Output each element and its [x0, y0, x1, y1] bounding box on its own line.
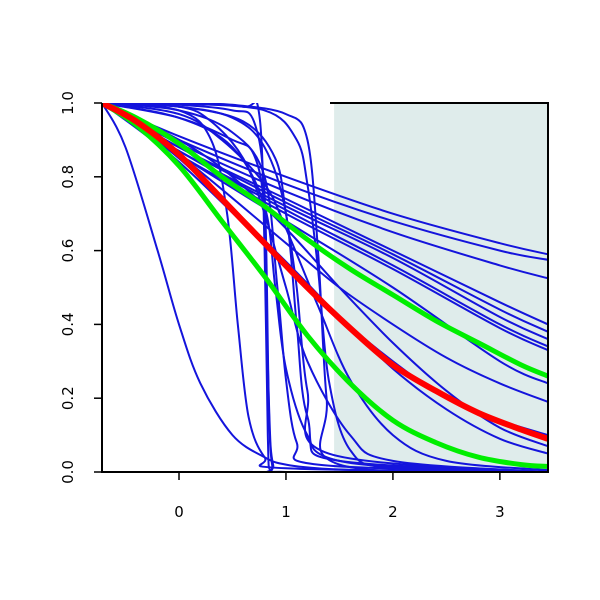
central-curve	[102, 103, 548, 442]
individual-curve-24	[102, 103, 548, 472]
x-tick-label: 3	[495, 503, 505, 521]
shaded-region	[334, 103, 548, 472]
y-tick-label: 0.6	[59, 239, 77, 263]
individual-curve-25	[102, 103, 548, 472]
x-axis: 0 1 2 3	[174, 472, 505, 521]
y-tick-label: 1.0	[59, 91, 77, 115]
individual-curve-1	[102, 103, 548, 256]
y-axis: 0.0 0.2 0.4 0.6 0.8 1.0	[59, 91, 102, 484]
x-tick-label: 0	[174, 503, 184, 521]
plot-frame	[101, 102, 549, 473]
individual-curve-23	[102, 103, 548, 472]
highlight-curves	[102, 103, 548, 469]
y-tick-label: 0.0	[59, 460, 77, 484]
x-tick-label: 2	[388, 503, 398, 521]
x-tick-label: 1	[281, 503, 291, 521]
individual-curve-22	[102, 103, 548, 472]
individual-curve-16	[102, 103, 548, 472]
band-upper-curve	[102, 103, 548, 379]
individual-curve-5	[102, 103, 548, 333]
y-tick-label: 0.2	[59, 386, 77, 410]
y-tick-label: 0.8	[59, 165, 77, 189]
band-lower-curve	[102, 103, 548, 469]
individual-curve-21	[102, 103, 548, 472]
y-tick-label: 0.4	[59, 312, 77, 336]
